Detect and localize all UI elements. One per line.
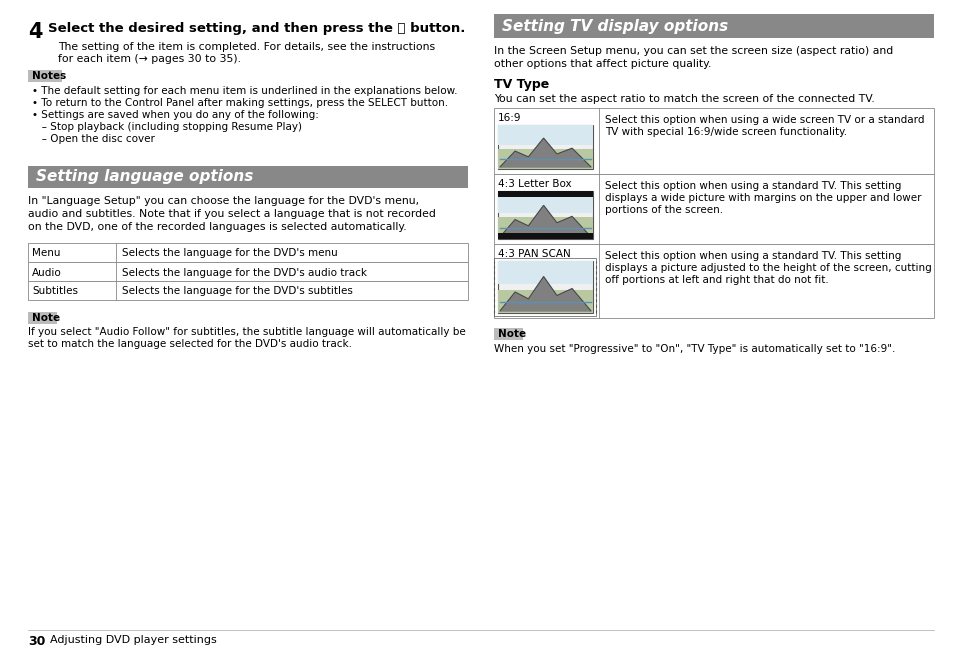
Bar — [497, 217, 593, 239]
Text: Notes: Notes — [32, 71, 66, 81]
Text: TV with special 16:9/wide screen functionality.: TV with special 16:9/wide screen functio… — [604, 127, 846, 137]
Bar — [494, 14, 933, 38]
Text: displays a wide picture with margins on the upper and lower: displays a wide picture with margins on … — [604, 193, 921, 203]
Text: Adjusting DVD player settings: Adjusting DVD player settings — [50, 635, 216, 645]
Text: displays a picture adjusted to the height of the screen, cutting: displays a picture adjusted to the heigh… — [604, 263, 931, 273]
Text: 30: 30 — [28, 635, 46, 648]
Bar — [497, 261, 593, 313]
Bar — [497, 289, 593, 313]
Polygon shape — [499, 138, 590, 167]
Bar — [494, 244, 933, 318]
Text: In "Language Setup" you can choose the language for the DVD's menu,: In "Language Setup" you can choose the l… — [28, 196, 418, 206]
Text: portions of the screen.: portions of the screen. — [604, 205, 722, 215]
Bar — [28, 262, 468, 281]
Bar — [494, 328, 522, 340]
Text: Note: Note — [32, 313, 60, 323]
Text: – Stop playback (including stopping Resume Play): – Stop playback (including stopping Resu… — [32, 122, 302, 132]
Text: Subtitles: Subtitles — [32, 286, 78, 297]
Text: The setting of the item is completed. For details, see the instructions: The setting of the item is completed. Fo… — [58, 42, 435, 52]
Text: for each item (→ pages 30 to 35).: for each item (→ pages 30 to 35). — [58, 54, 241, 64]
Text: In the Screen Setup menu, you can set the screen size (aspect ratio) and: In the Screen Setup menu, you can set th… — [494, 46, 892, 56]
Text: 4:3 PAN SCAN: 4:3 PAN SCAN — [497, 249, 570, 259]
Text: set to match the language selected for the DVD's audio track.: set to match the language selected for t… — [28, 339, 352, 349]
Text: Selects the language for the DVD's audio track: Selects the language for the DVD's audio… — [122, 267, 367, 278]
Text: Selects the language for the DVD's subtitles: Selects the language for the DVD's subti… — [122, 286, 353, 297]
Text: Select this option when using a standard TV. This setting: Select this option when using a standard… — [604, 181, 901, 191]
Text: When you set "Progressive" to "On", "TV Type" is automatically set to "16:9".: When you set "Progressive" to "On", "TV … — [494, 344, 895, 354]
Text: Menu: Menu — [32, 248, 60, 258]
Text: Select this option when using a standard TV. This setting: Select this option when using a standard… — [604, 251, 901, 261]
Bar — [28, 312, 57, 324]
Text: Selects the language for the DVD's menu: Selects the language for the DVD's menu — [122, 248, 337, 258]
Text: Note: Note — [497, 329, 525, 339]
Bar — [497, 125, 593, 169]
Text: • To return to the Control Panel after making settings, press the SELECT button.: • To return to the Control Panel after m… — [32, 98, 448, 108]
Bar — [497, 191, 593, 213]
Bar — [28, 243, 468, 262]
Bar — [28, 281, 468, 300]
Bar — [497, 261, 593, 284]
Text: Select the desired setting, and then press the ⓧ button.: Select the desired setting, and then pre… — [48, 22, 465, 35]
Bar — [497, 191, 593, 197]
Bar — [28, 166, 468, 188]
Text: Setting language options: Setting language options — [36, 170, 253, 185]
Text: TV Type: TV Type — [494, 78, 549, 91]
Bar — [497, 233, 593, 239]
Text: If you select "Audio Follow" for subtitles, the subtitle language will automatic: If you select "Audio Follow" for subtitl… — [28, 327, 465, 337]
Polygon shape — [499, 276, 590, 311]
Bar — [497, 149, 593, 169]
Text: on the DVD, one of the recorded languages is selected automatically.: on the DVD, one of the recorded language… — [28, 222, 406, 232]
Text: audio and subtitles. Note that if you select a language that is not recorded: audio and subtitles. Note that if you se… — [28, 209, 436, 219]
Text: • Settings are saved when you do any of the following:: • Settings are saved when you do any of … — [32, 110, 318, 120]
Text: 16:9: 16:9 — [497, 113, 521, 123]
Text: Setting TV display options: Setting TV display options — [501, 18, 727, 33]
Bar — [494, 108, 933, 174]
Bar — [28, 70, 62, 82]
Polygon shape — [499, 205, 590, 237]
Text: 4: 4 — [28, 22, 43, 42]
Bar — [494, 174, 933, 244]
Text: off portions at left and right that do not fit.: off portions at left and right that do n… — [604, 275, 828, 285]
Text: 4:3 Letter Box: 4:3 Letter Box — [497, 179, 571, 189]
Bar — [494, 258, 596, 316]
Bar — [497, 125, 593, 145]
Text: • The default setting for each menu item is underlined in the explanations below: • The default setting for each menu item… — [32, 86, 457, 96]
Text: other options that affect picture quality.: other options that affect picture qualit… — [494, 59, 711, 69]
Text: Audio: Audio — [32, 267, 62, 278]
Text: – Open the disc cover: – Open the disc cover — [32, 134, 154, 144]
Bar — [497, 191, 593, 239]
Text: You can set the aspect ratio to match the screen of the connected TV.: You can set the aspect ratio to match th… — [494, 94, 874, 104]
Text: Select this option when using a wide screen TV or a standard: Select this option when using a wide scr… — [604, 115, 923, 125]
